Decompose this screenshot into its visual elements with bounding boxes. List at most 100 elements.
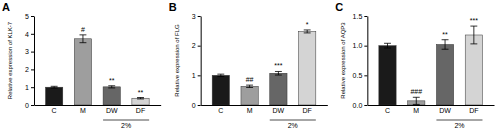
- error-bar-stem: [473, 26, 474, 44]
- y-axis-line: [367, 17, 368, 106]
- bar: [436, 44, 453, 105]
- error-bar-cap: [108, 87, 115, 88]
- bracket-line: [103, 120, 149, 121]
- bar: [465, 35, 482, 105]
- y-tick: 2: [25, 66, 34, 73]
- bar: [299, 31, 316, 105]
- annotations: ###*****: [410, 17, 478, 95]
- bar: [379, 46, 396, 105]
- panel: 0123CMDWDF##****Relative expression of F…: [169, 1, 328, 129]
- y-tick-mark: [198, 46, 201, 47]
- x-axis-line: [368, 105, 495, 106]
- bar: [132, 98, 149, 105]
- error-bar: [137, 98, 144, 99]
- x-tick: M: [80, 105, 86, 114]
- y-axis-title: Relative expression of AQP3: [340, 22, 346, 99]
- error-bar-cap: [413, 97, 420, 98]
- y-axis: 0 1 2 3 4 5: [25, 13, 34, 109]
- error-bar: [304, 30, 311, 33]
- error-bar-cap: [108, 85, 115, 86]
- y-axis: 0123: [192, 13, 201, 109]
- bar: [74, 39, 91, 105]
- y-tick-mark: [31, 105, 34, 106]
- x-tick-label: C: [385, 107, 390, 114]
- y-tick-mark: [31, 34, 34, 35]
- error-bar: [384, 43, 391, 48]
- y-tick-mark: [198, 16, 201, 17]
- x-tick-label: C: [218, 107, 223, 114]
- error-bar-stem: [82, 35, 83, 43]
- annotations: ##****: [246, 21, 309, 83]
- x-axis: C M DW DF: [35, 105, 162, 114]
- error-bar-cap: [304, 29, 311, 30]
- x-tick: DW: [439, 105, 451, 114]
- x-axis: CMDWDF: [201, 105, 328, 114]
- plot-area: 0123CMDWDF##****Relative expression of F…: [174, 13, 328, 129]
- error-bar-cap: [384, 48, 391, 49]
- marks: [379, 26, 483, 105]
- error-bar: [275, 71, 282, 75]
- annotations: #****: [81, 26, 144, 96]
- bar: [46, 87, 63, 105]
- bracket-line: [436, 120, 482, 121]
- error-bar-cap: [51, 88, 58, 89]
- marks: [46, 35, 150, 105]
- y-tick-label: 4: [25, 31, 29, 38]
- y-tick-label: 0.5: [353, 72, 363, 79]
- y-tick-label: 0.0: [353, 102, 363, 109]
- x-axis-line: [201, 105, 328, 106]
- bracket: 2%: [270, 120, 316, 129]
- x-tick-label: DF: [136, 107, 145, 114]
- y-tick: 1.0: [353, 42, 368, 49]
- error-bar-cap: [79, 34, 86, 35]
- error-bar-cap: [137, 97, 144, 98]
- bar: [270, 73, 287, 105]
- y-tick-label: 0: [25, 102, 29, 109]
- plot-area: 0 1 2 3 4 5 C M DW DF #**** Relative expression of …: [7, 13, 161, 129]
- x-tick: DF: [136, 105, 145, 114]
- error-bar-cap: [275, 71, 282, 72]
- bar: [241, 86, 258, 105]
- error-bar-cap: [51, 86, 58, 87]
- x-tick: DW: [106, 105, 118, 114]
- y-tick: 3: [25, 48, 34, 55]
- y-axis: 0.00.51.01.5: [353, 13, 368, 109]
- error-bar: [108, 86, 115, 88]
- x-tick: C: [52, 105, 57, 114]
- error-bar-cap: [442, 49, 449, 50]
- y-tick-label: 5: [25, 13, 29, 20]
- bracket-line: [270, 120, 316, 121]
- error-bar-cap: [304, 32, 311, 33]
- panel-label: B: [169, 1, 177, 13]
- bracket: 2%: [436, 120, 482, 129]
- y-tick: 4: [25, 31, 34, 38]
- y-tick-mark: [31, 16, 34, 17]
- y-tick: 1: [25, 84, 34, 91]
- error-bar: [413, 97, 420, 104]
- y-axis-line: [201, 17, 202, 106]
- y-tick-mark: [364, 46, 367, 47]
- x-axis: C M DW DF: [368, 105, 495, 114]
- y-tick-mark: [364, 16, 367, 17]
- error-bar-cap: [384, 43, 391, 44]
- x-tick: C: [218, 105, 223, 114]
- panel-label: C: [335, 1, 343, 13]
- y-tick-mark: [198, 75, 201, 76]
- error-bar-stem: [416, 97, 417, 104]
- error-bar: [470, 26, 477, 44]
- error-bar-cap: [470, 43, 477, 44]
- error-bar-cap: [217, 76, 224, 77]
- x-tick: M: [413, 105, 419, 114]
- y-tick-mark: [31, 52, 34, 53]
- y-axis-title: Relative expression of KLK-7: [7, 21, 13, 99]
- x-tick: DF: [303, 105, 312, 114]
- bar: [103, 87, 120, 105]
- x-tick-label: DW: [273, 107, 285, 114]
- annotation: **: [442, 31, 448, 38]
- annotation: **: [138, 89, 144, 96]
- y-tick-label: 2: [25, 66, 29, 73]
- bracket-label: 2%: [121, 122, 131, 129]
- error-bar-cap: [246, 87, 253, 88]
- y-axis-line: [34, 17, 35, 106]
- x-tick-label: DF: [469, 107, 478, 114]
